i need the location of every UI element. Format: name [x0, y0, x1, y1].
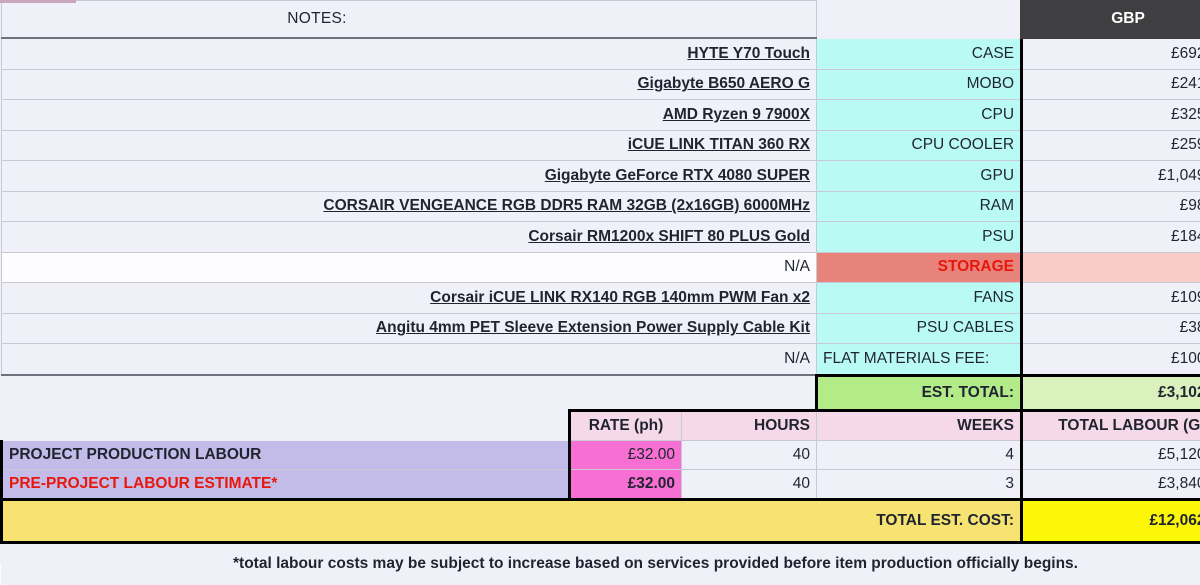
est-total-spacer — [2, 375, 817, 410]
note-link[interactable]: Gigabyte GeForce RTX 4080 SUPER — [2, 161, 817, 192]
table-row: AMD Ryzen 9 7900X CPU £325.97 $404.37 — [2, 100, 1200, 131]
category-label: CASE — [817, 38, 1022, 69]
table-row: Corsair RM1200x SHIFT 80 PLUS Gold PSU £… — [2, 222, 1200, 253]
note-link[interactable]: Angitu 4mm PET Sleeve Extension Power Su… — [2, 313, 817, 344]
grand-total-row: TOTAL EST. COST: £12,062.97 $14,964.11 — [2, 499, 1200, 542]
table-row-storage: N/A STORAGE N/A N/A — [2, 252, 1200, 283]
note-link[interactable]: AMD Ryzen 9 7900X — [2, 100, 817, 131]
labour-total-gbp: £5,120.00 — [1022, 440, 1200, 469]
price-gbp: £184.99 — [1022, 222, 1200, 253]
weeks-column-header: WEEKS — [817, 410, 1022, 440]
table-row-flat-fee: N/A FLAT MATERIALS FEE: £100.00 $124.05 — [2, 344, 1200, 376]
hours-column-header: HOURS — [682, 410, 817, 440]
header-row: NOTES: GBP USD — [2, 1, 1200, 39]
category-label: FANS — [817, 283, 1022, 314]
note-link[interactable]: Corsair iCUE LINK RX140 RGB 140mm PWM Fa… — [2, 283, 817, 314]
est-total-gbp: £3,102.97 — [1022, 375, 1200, 410]
category-label: FLAT MATERIALS FEE: — [817, 344, 1022, 376]
footnote-text: *total labour costs may be subject to in… — [2, 542, 1200, 584]
table-row: Gigabyte B650 AERO G MOBO £241.72 $299.8… — [2, 69, 1200, 100]
labour-hours: 40 — [682, 469, 817, 499]
grand-total-gbp: £12,062.97 — [1022, 499, 1200, 542]
note-link[interactable]: CORSAIR VENGEANCE RGB DDR5 RAM 32GB (2x1… — [2, 191, 817, 222]
price-gbp: £325.97 — [1022, 100, 1200, 131]
note-link[interactable]: HYTE Y70 Touch — [2, 38, 817, 69]
footnote-row: *total labour costs may be subject to in… — [2, 542, 1200, 584]
spreadsheet-canvas: NOTES: GBP USD HYTE Y70 Touch CASE £692.… — [0, 0, 1200, 565]
price-gbp: £259.99 — [1022, 130, 1200, 161]
price-gbp: £1,049.99 — [1022, 161, 1200, 192]
price-gbp: £692.71 — [1022, 38, 1200, 69]
header-spacer — [817, 1, 1022, 39]
top-accent-strip — [0, 0, 76, 3]
table-row: CORSAIR VENGEANCE RGB DDR5 RAM 32GB (2x1… — [2, 191, 1200, 222]
labour-weeks: 4 — [817, 440, 1022, 469]
labour-total-gbp: £3,840.00 — [1022, 469, 1200, 499]
note-na: N/A — [2, 252, 817, 283]
labour-row: PROJECT PRODUCTION LABOUR £32.00 40 4 £5… — [2, 440, 1200, 469]
grand-total-label: TOTAL EST. COST: — [2, 499, 1022, 542]
rate-column-header: RATE (ph) — [570, 410, 682, 440]
table-row: HYTE Y70 Touch CASE £692.71 $859.31 — [2, 38, 1200, 69]
labour-header-spacer — [2, 410, 570, 440]
table-row: Gigabyte GeForce RTX 4080 SUPER GPU £1,0… — [2, 161, 1200, 192]
table-row: Corsair iCUE LINK RX140 RGB 140mm PWM Fa… — [2, 283, 1200, 314]
price-gbp: £241.72 — [1022, 69, 1200, 100]
est-total-label: EST. TOTAL: — [817, 375, 1022, 410]
labour-rate: £32.00 — [570, 440, 682, 469]
note-link[interactable]: Gigabyte B650 AERO G — [2, 69, 817, 100]
category-label: GPU — [817, 161, 1022, 192]
price-gbp: N/A — [1022, 252, 1200, 283]
table-row: Angitu 4mm PET Sleeve Extension Power Su… — [2, 313, 1200, 344]
labour-name: PROJECT PRODUCTION LABOUR — [2, 440, 570, 469]
note-link[interactable]: Corsair RM1200x SHIFT 80 PLUS Gold — [2, 222, 817, 253]
category-label: CPU COOLER — [817, 130, 1022, 161]
note-link[interactable]: iCUE LINK TITAN 360 RX — [2, 130, 817, 161]
category-label: PSU CABLES — [817, 313, 1022, 344]
price-gbp: £38.63 — [1022, 313, 1200, 344]
category-label: RAM — [817, 191, 1022, 222]
labour-hours: 40 — [682, 440, 817, 469]
notes-header: NOTES: — [2, 1, 817, 39]
labour-rate: £32.00 — [570, 469, 682, 499]
category-label: CPU — [817, 100, 1022, 131]
est-total-row: EST. TOTAL: £3,102.97 $3,849.23 — [2, 375, 1200, 410]
table-row: iCUE LINK TITAN 360 RX CPU COOLER £259.9… — [2, 130, 1200, 161]
note-na: N/A — [2, 344, 817, 376]
labour-header-row: RATE (ph) HOURS WEEKS TOTAL LABOUR (GBP)… — [2, 410, 1200, 440]
category-label: MOBO — [817, 69, 1022, 100]
labour-weeks: 3 — [817, 469, 1022, 499]
category-label: STORAGE — [817, 252, 1022, 283]
gbp-column-header: GBP — [1022, 1, 1200, 39]
labour-name: PRE-PROJECT LABOUR ESTIMATE* — [2, 469, 570, 499]
price-gbp: £98.99 — [1022, 191, 1200, 222]
labour-row: PRE-PROJECT LABOUR ESTIMATE* £32.00 40 3… — [2, 469, 1200, 499]
total-labour-gbp-header: TOTAL LABOUR (GBP) — [1022, 410, 1200, 440]
price-gbp: £109.98 — [1022, 283, 1200, 314]
price-gbp: £100.00 — [1022, 344, 1200, 376]
category-label: PSU — [817, 222, 1022, 253]
